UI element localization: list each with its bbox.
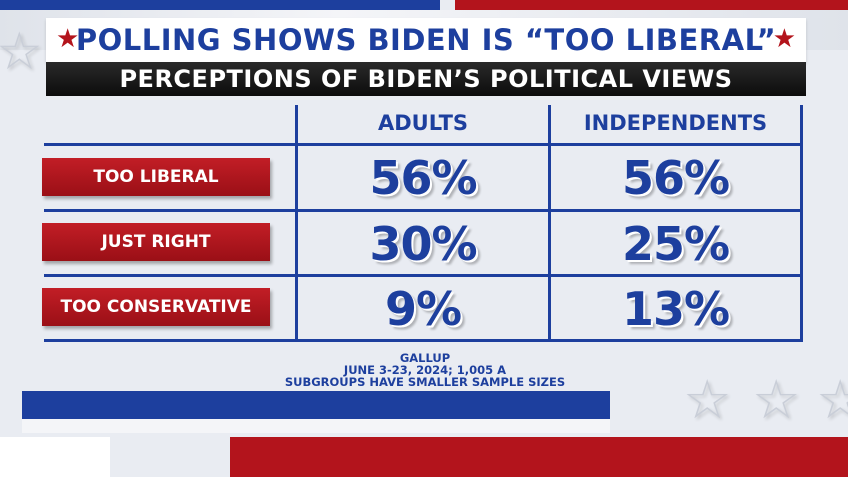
bottom-white-block: [0, 437, 110, 477]
value-cell: 25%: [621, 217, 730, 271]
grid-line: [44, 274, 803, 277]
decor-star-icon: ☆: [0, 22, 43, 82]
source-note: GALLUP JUNE 3-23, 2024; 1,005 A SUBGROUP…: [240, 352, 610, 388]
column-header-independents: INDEPENDENTS: [583, 111, 768, 135]
grid-line: [548, 105, 551, 342]
row-label-too-liberal: TOO LIBERAL: [42, 158, 270, 196]
title-banner: ★ POLLING SHOWS BIDEN IS “TOO LIBERAL” ★: [46, 18, 806, 62]
value-cell: 30%: [369, 217, 477, 271]
grid-line: [44, 209, 803, 212]
subtitle-bar: PERCEPTIONS OF BIDEN’S POLITICAL VIEWS: [46, 62, 806, 96]
source-line: GALLUP: [399, 351, 451, 365]
source-line: SUBGROUPS HAVE SMALLER SAMPLE SIZES: [284, 375, 566, 389]
value-cell: 13%: [621, 282, 730, 336]
page-title: POLLING SHOWS BIDEN IS “TOO LIBERAL”: [75, 23, 777, 57]
decor-star-icon: ☆: [816, 368, 848, 431]
star-icon: ★: [772, 24, 796, 54]
row-label-just-right: JUST RIGHT: [42, 223, 270, 261]
grid-line: [44, 143, 803, 146]
star-icon: ★: [56, 24, 80, 54]
value-cell: 56%: [621, 151, 730, 205]
value-cell: 56%: [369, 151, 477, 205]
row-label-too-conservative: TOO CONSERVATIVE: [42, 288, 270, 326]
bottom-red-bar: [230, 437, 848, 477]
grid-line: [800, 105, 803, 342]
column-header-adults: ADULTS: [377, 111, 469, 135]
source-line: JUNE 3-23, 2024; 1,005 A: [343, 363, 507, 377]
decor-star-icon: ☆: [752, 368, 801, 431]
bottom-blue-bar: [22, 391, 610, 419]
top-red-stripe: [455, 0, 848, 10]
grid-line: [295, 105, 298, 342]
decor-star-icon: ☆: [683, 368, 732, 431]
page-subtitle: PERCEPTIONS OF BIDEN’S POLITICAL VIEWS: [119, 65, 733, 93]
grid-line: [44, 339, 803, 342]
value-cell: 9%: [384, 282, 462, 336]
top-blue-stripe: [0, 0, 440, 10]
bottom-light-bar: [22, 419, 610, 433]
